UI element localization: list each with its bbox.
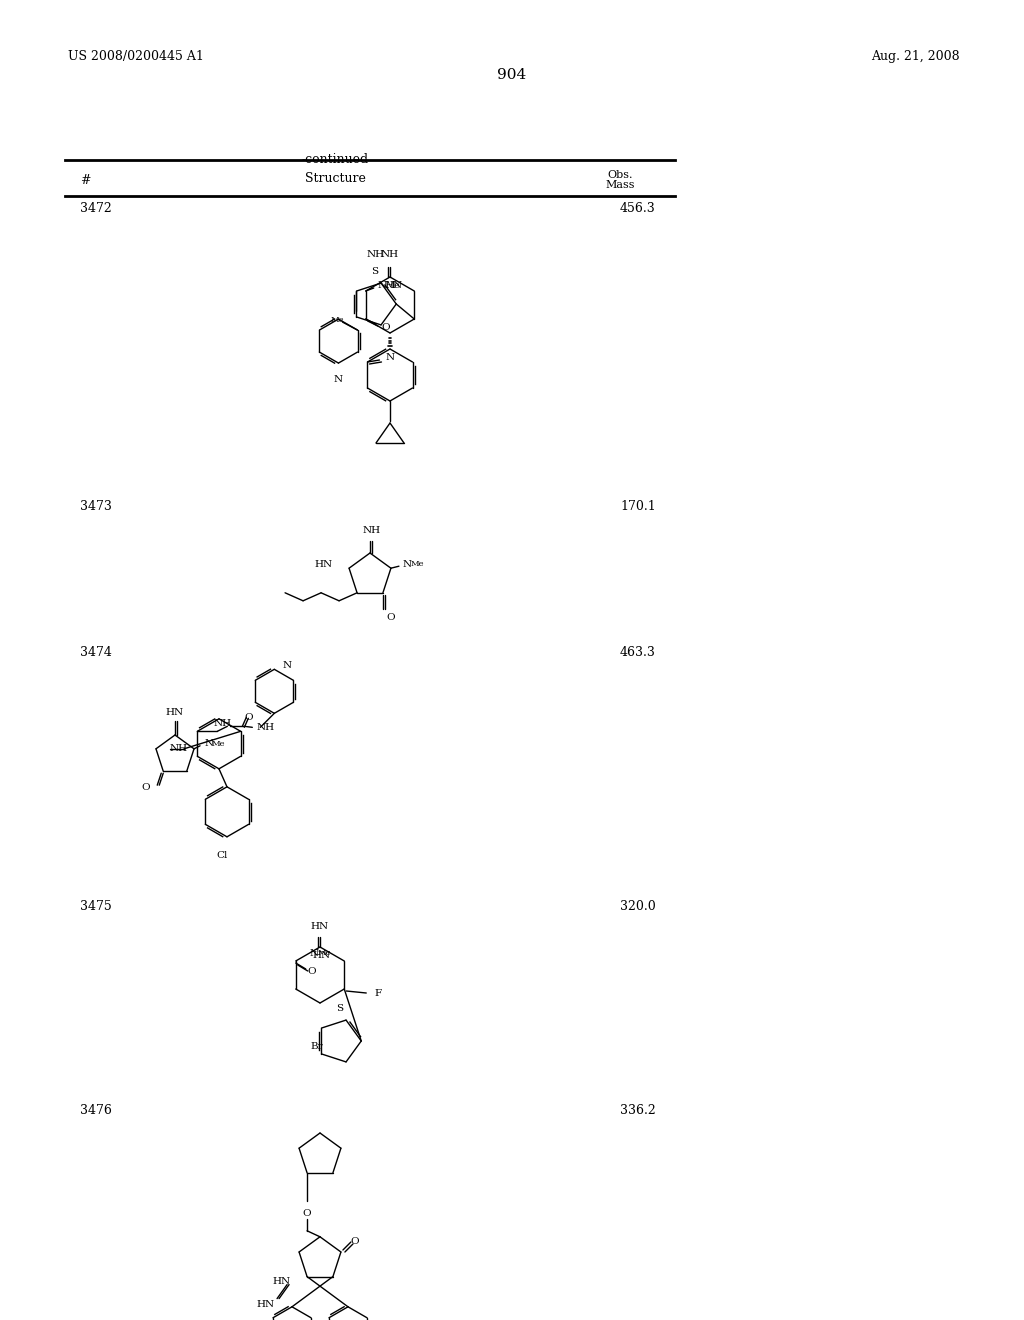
Text: #: # bbox=[80, 174, 90, 187]
Text: O: O bbox=[244, 713, 253, 722]
Text: Me: Me bbox=[411, 560, 424, 568]
Text: 463.3: 463.3 bbox=[620, 645, 656, 659]
Text: N: N bbox=[309, 949, 318, 957]
Text: Me: Me bbox=[331, 315, 344, 325]
Text: S: S bbox=[371, 267, 378, 276]
Text: N: N bbox=[334, 375, 343, 384]
Text: O: O bbox=[350, 1238, 359, 1246]
Text: O: O bbox=[141, 783, 150, 792]
Text: 170.1: 170.1 bbox=[620, 500, 655, 513]
Text: 904: 904 bbox=[498, 69, 526, 82]
Text: 456.3: 456.3 bbox=[620, 202, 655, 215]
Text: -continued: -continued bbox=[301, 153, 369, 166]
Text: NH: NH bbox=[367, 249, 385, 259]
Text: Me: Me bbox=[317, 949, 331, 957]
Text: N: N bbox=[378, 281, 387, 290]
Text: HN: HN bbox=[315, 560, 333, 569]
Text: US 2008/0200445 A1: US 2008/0200445 A1 bbox=[68, 50, 204, 63]
Text: Br: Br bbox=[310, 1041, 323, 1051]
Text: NH: NH bbox=[362, 525, 381, 535]
Text: N: N bbox=[283, 661, 292, 669]
Text: 3474: 3474 bbox=[80, 645, 112, 659]
Text: N: N bbox=[204, 739, 213, 748]
Text: Mass: Mass bbox=[605, 180, 635, 190]
Text: 336.2: 336.2 bbox=[620, 1104, 655, 1117]
Text: NH: NH bbox=[381, 249, 399, 259]
Text: HN: HN bbox=[312, 952, 331, 961]
Text: Me: Me bbox=[212, 739, 225, 748]
Text: Cl: Cl bbox=[216, 851, 227, 859]
Text: Me: Me bbox=[386, 281, 400, 290]
Text: 320.0: 320.0 bbox=[620, 900, 655, 913]
Text: Aug. 21, 2008: Aug. 21, 2008 bbox=[871, 50, 961, 63]
Text: O: O bbox=[382, 322, 390, 331]
Text: S: S bbox=[336, 1005, 343, 1012]
Text: 3475: 3475 bbox=[80, 900, 112, 913]
Text: HN: HN bbox=[311, 921, 329, 931]
Text: NH: NH bbox=[256, 723, 274, 731]
Text: Obs.: Obs. bbox=[607, 170, 633, 180]
Text: O: O bbox=[387, 612, 395, 622]
Text: O: O bbox=[303, 1209, 311, 1218]
Text: N: N bbox=[385, 354, 394, 363]
Text: Structure: Structure bbox=[304, 172, 366, 185]
Text: 3476: 3476 bbox=[80, 1104, 112, 1117]
Text: NH: NH bbox=[213, 719, 231, 727]
Text: F: F bbox=[374, 990, 381, 998]
Text: 3473: 3473 bbox=[80, 500, 112, 513]
Text: O: O bbox=[307, 966, 316, 975]
Text: HN: HN bbox=[384, 281, 402, 290]
Text: HN: HN bbox=[273, 1276, 291, 1286]
Text: NH: NH bbox=[170, 744, 188, 754]
Text: HN: HN bbox=[166, 708, 184, 717]
Text: HN: HN bbox=[257, 1300, 275, 1309]
Text: N: N bbox=[402, 560, 412, 569]
Text: 3472: 3472 bbox=[80, 202, 112, 215]
